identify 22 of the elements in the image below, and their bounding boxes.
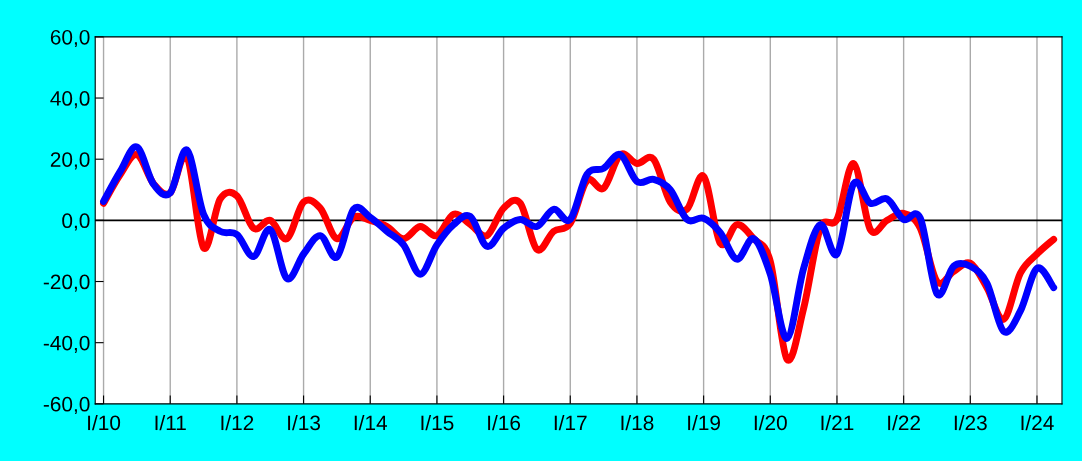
x-tick-label: I/11 bbox=[155, 414, 186, 431]
y-tick-label: -60,0 bbox=[43, 396, 90, 415]
x-tick-label: I/19 bbox=[688, 414, 720, 431]
x-tick-label: I/18 bbox=[621, 414, 654, 431]
y-tick-label: 20,0 bbox=[50, 152, 90, 170]
x-tick-label: I/24 bbox=[1021, 414, 1054, 431]
y-tick-label: -40,0 bbox=[43, 335, 90, 353]
y-tick-label: 0,0 bbox=[62, 213, 90, 231]
x-tick-label: I/17 bbox=[554, 414, 587, 431]
x-tick-label: I/15 bbox=[421, 414, 454, 431]
y-tick-label: -20,0 bbox=[43, 274, 90, 292]
x-tick-label: I/16 bbox=[488, 414, 521, 431]
x-tick-label: I/14 bbox=[354, 414, 388, 431]
x-tick-label: I/20 bbox=[754, 414, 787, 431]
x-tick-label: I/10 bbox=[88, 414, 121, 431]
x-tick-label: I/21 bbox=[821, 414, 854, 431]
x-tick-label: I/22 bbox=[888, 414, 920, 431]
y-tick-label: 40,0 bbox=[50, 91, 90, 109]
x-tick-label: I/12 bbox=[221, 414, 254, 431]
x-tick-label: I/23 bbox=[954, 414, 987, 431]
y-tick-label: 60,0 bbox=[50, 29, 90, 48]
x-tick-label: I/13 bbox=[288, 414, 321, 431]
